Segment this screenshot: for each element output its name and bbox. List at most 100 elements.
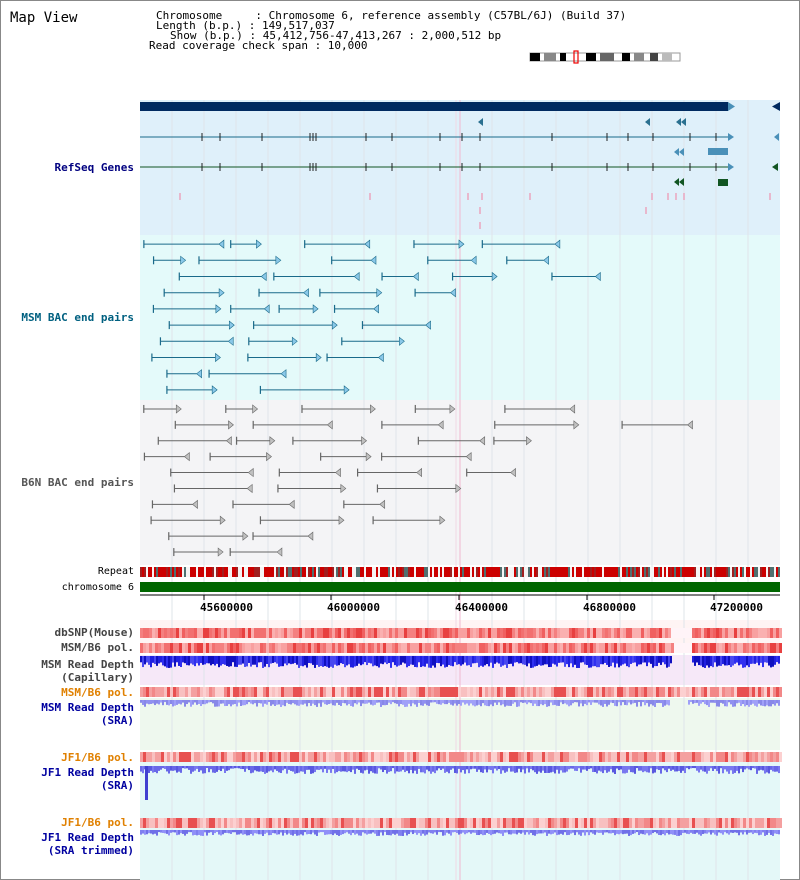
depth-bar [718,766,720,774]
pol-stripe [644,687,647,697]
depth-bar [464,700,466,705]
track-label-chromosome[interactable]: chromosome 6 [61,582,134,593]
msm-bac-end [543,255,549,265]
snp-stripe [452,628,455,638]
pol-stripe [299,818,302,828]
snp-stripe [590,628,593,638]
depth-bar [328,700,330,705]
repeat-segment [274,567,276,577]
pol-stripe [587,643,590,653]
depth-bar [400,700,402,705]
track-label-b6n-bac[interactable]: B6N BAC end pairs [21,476,134,489]
depth-bar [448,766,450,774]
depth-bar [268,700,270,703]
track-label-msm-b6-pol-2[interactable]: MSM/B6 pol. [61,686,134,699]
depth-bar [668,656,670,667]
depth-bar [386,766,388,774]
depth-bar [434,766,436,774]
pol-stripe [635,818,638,828]
depth-bar [546,656,548,665]
pol-stripe [254,687,257,697]
track-label-msm-depth-cap[interactable]: MSM Read Depth [41,658,134,671]
depth-bar [640,766,642,771]
depth-bar [690,830,692,833]
track-label-jf1-depth-sra[interactable]: JF1 Read Depth [41,766,134,779]
pol-stripe [362,643,365,653]
repeat-segment [230,567,232,577]
track-label-refseq[interactable]: RefSeq Genes [54,161,134,174]
pol-stripe [470,752,473,762]
pol-stripe [257,643,260,653]
depth-bar [166,700,168,705]
pol-stripe [308,818,311,828]
depth-bar [744,766,746,770]
track-label-dbsnp[interactable]: dbSNP(Mouse) [54,626,134,639]
repeat-segment [202,567,204,577]
pol-stripe [536,752,539,762]
gene-block [718,179,728,186]
pol-stripe [509,752,512,762]
depth-bar [244,700,246,706]
pol-stripe [482,818,485,828]
track-label-jf1-b6-pol-2[interactable]: JF1/B6 pol. [61,816,134,829]
depth-bar [626,766,628,773]
depth-bar [180,700,182,705]
pol-stripe [725,643,728,653]
snp-stripe [146,628,149,638]
pol-stripe [146,818,149,828]
depth-bar [762,766,764,771]
depth-bar [476,766,478,772]
pol-stripe [299,687,302,697]
pol-stripe [539,818,542,828]
depth-bar [174,830,176,833]
repeat-segment [326,567,328,577]
track-label-msm-bac[interactable]: MSM BAC end pairs [21,311,134,324]
track-label-msm-b6-pol[interactable]: MSM/B6 pol. [61,641,134,654]
pol-stripe [599,687,602,697]
depth-bar [504,830,506,833]
repeat-segment [600,567,602,577]
depth-bar [664,830,666,836]
pol-stripe [539,687,542,697]
gene-arrow [645,118,650,126]
pol-stripe [497,687,500,697]
depth-bar [328,656,330,668]
repeat-segment [464,567,466,577]
depth-bar [412,766,414,774]
depth-bar [644,830,646,835]
depth-bar [230,700,232,707]
depth-bar [436,766,438,771]
snp-stripe [518,628,521,638]
track-label-jf1-b6-pol[interactable]: JF1/B6 pol. [61,751,134,764]
repeat-segment [422,567,424,577]
repeat-segment [656,567,658,577]
track-label-repeat[interactable]: Repeat [97,566,134,577]
repeat-segment [294,567,296,577]
depth-bar [312,766,314,774]
pol-stripe [461,643,464,653]
depth-bar [452,830,454,833]
depth-bar [260,830,262,835]
track-label-jf1-depth-trim[interactable]: JF1 Read Depth [41,831,134,844]
depth-bar [146,830,148,835]
depth-bar [598,656,600,668]
pol-stripe [698,818,701,828]
depth-bar [186,766,188,769]
depth-bar [158,766,160,771]
depth-bar [520,656,522,664]
depth-bar [424,830,426,836]
pol-stripe [251,687,254,697]
pol-stripe [734,687,737,697]
depth-bar [578,656,580,668]
track-label-msm-depth-sra[interactable]: MSM Read Depth [41,701,134,714]
repeat-segment [448,567,450,577]
depth-bar [534,766,536,773]
repeat-segment [168,567,170,577]
snp-stripe [437,628,440,638]
pol-stripe [398,687,401,697]
pol-stripe [710,687,713,697]
depth-bar [454,830,456,833]
pol-stripe [413,818,416,828]
depth-bar [698,700,700,706]
